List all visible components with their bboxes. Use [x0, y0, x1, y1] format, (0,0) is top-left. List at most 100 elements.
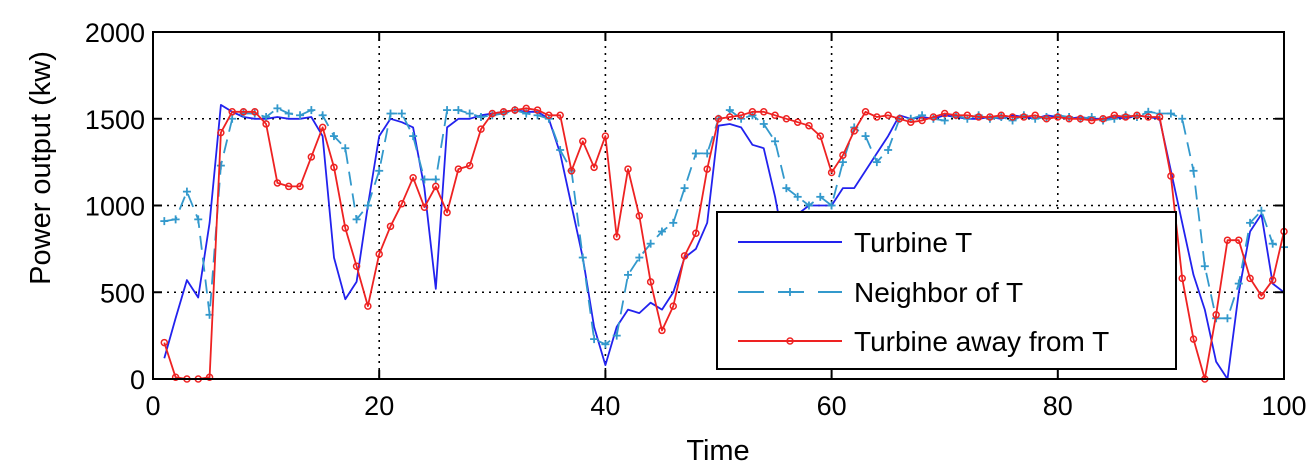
data-point	[986, 113, 994, 121]
data-point	[420, 175, 429, 184]
data-point	[1054, 113, 1062, 121]
y-tick-label: 500	[100, 278, 145, 308]
data-point	[511, 106, 519, 114]
data-point	[296, 182, 304, 191]
data-point	[329, 132, 338, 141]
data-point	[409, 173, 417, 182]
x-tick-label: 40	[590, 391, 620, 421]
data-point	[1212, 311, 1220, 319]
data-point	[375, 166, 384, 175]
data-point	[963, 111, 972, 120]
data-point	[748, 108, 757, 116]
data-point	[771, 137, 780, 146]
data-point	[816, 132, 825, 140]
grid	[153, 32, 1284, 379]
data-point	[1246, 274, 1254, 283]
data-point	[1042, 115, 1051, 123]
data-point	[1268, 239, 1277, 248]
data-point	[884, 145, 893, 154]
data-point	[838, 158, 847, 167]
data-point	[827, 201, 836, 210]
data-point	[386, 222, 395, 231]
data-point	[171, 373, 180, 382]
data-point	[1166, 109, 1175, 118]
data-point	[284, 109, 293, 118]
data-point	[737, 111, 745, 120]
data-point	[669, 302, 678, 310]
data-point	[205, 373, 214, 382]
data-point	[522, 104, 530, 113]
x-tick-label: 80	[1043, 391, 1073, 421]
y-tick-label: 2000	[85, 18, 145, 48]
data-point	[160, 338, 169, 347]
data-point	[782, 184, 791, 193]
data-point	[658, 326, 666, 335]
data-point	[476, 113, 485, 122]
data-point	[1257, 206, 1266, 215]
data-point	[590, 335, 599, 344]
data-point	[1257, 291, 1266, 300]
data-point	[940, 116, 949, 125]
data-point	[386, 109, 395, 118]
data-point	[590, 163, 598, 172]
legend-label-neighbor-of-t: Neighbor of T	[854, 277, 1023, 308]
data-point	[443, 208, 451, 217]
data-point	[703, 165, 711, 173]
data-point	[884, 111, 892, 120]
data-point	[861, 132, 870, 141]
data-point	[1189, 335, 1198, 343]
data-point	[273, 104, 282, 113]
data-point	[330, 163, 338, 172]
data-point	[307, 106, 316, 115]
data-point	[182, 187, 191, 196]
series-2	[160, 104, 1288, 383]
data-point	[952, 111, 960, 120]
x-tick-label: 20	[364, 391, 394, 421]
data-point	[601, 340, 610, 349]
data-point	[646, 239, 655, 248]
y-tick-label: 0	[130, 365, 145, 395]
x-axis-label: Time	[686, 435, 749, 467]
data-point	[635, 253, 644, 262]
series-line	[164, 107, 1285, 346]
legend-key-marker	[786, 288, 794, 296]
data-point	[578, 253, 587, 262]
data-point	[804, 201, 813, 210]
data-point	[1178, 114, 1187, 123]
data-point	[782, 115, 791, 123]
data-point	[364, 302, 372, 310]
data-point	[771, 111, 779, 120]
data-point	[363, 201, 372, 210]
y-tick-label: 1500	[85, 105, 145, 135]
data-point	[997, 111, 1005, 120]
data-point	[216, 161, 225, 170]
data-point	[284, 182, 293, 191]
data-point	[1268, 276, 1277, 284]
data-point	[1167, 172, 1175, 180]
data-point	[657, 227, 666, 236]
data-point	[477, 125, 485, 133]
data-point	[398, 200, 406, 208]
data-point	[262, 120, 270, 128]
data-point	[352, 215, 361, 224]
data-point	[228, 108, 236, 116]
data-point	[872, 158, 881, 167]
data-point	[601, 132, 610, 140]
data-point	[432, 182, 440, 191]
data-point	[171, 215, 180, 224]
series-line	[163, 107, 1285, 380]
series-layer	[160, 104, 1288, 383]
data-point	[907, 118, 915, 126]
data-point	[1223, 314, 1232, 323]
data-point	[1099, 115, 1107, 123]
data-point	[420, 203, 429, 211]
data-point	[793, 192, 802, 201]
data-point	[1246, 218, 1255, 227]
data-point	[691, 149, 700, 158]
data-point	[375, 250, 383, 258]
data-point	[307, 153, 316, 161]
legend: Turbine T Neighbor of T Turbine away fro…	[716, 211, 1177, 370]
legend-key-marker	[786, 337, 794, 345]
